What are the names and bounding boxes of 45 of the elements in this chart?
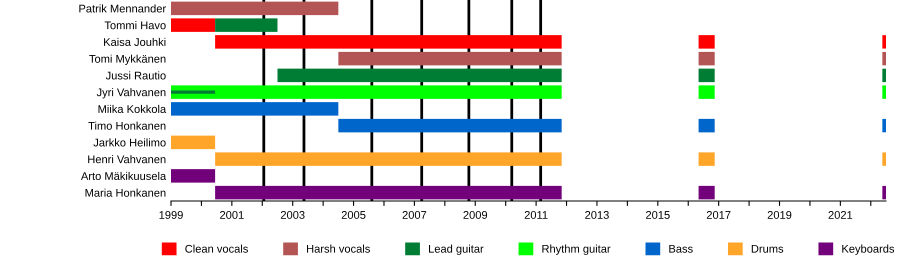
bar (215, 18, 278, 32)
bar (171, 136, 216, 150)
bar (171, 85, 562, 99)
bar (215, 186, 562, 200)
legend-label: Clean vocals (185, 244, 248, 253)
y-tick-label: Jussi Rautio (106, 71, 166, 80)
x-tick-label: 2011 (524, 211, 548, 219)
x-tick-label: 2007 (402, 211, 426, 219)
legend-label: Lead guitar (429, 244, 484, 255)
y-tick-label: Timo Honkanen (88, 122, 166, 130)
x-tick-label: 2017 (706, 211, 730, 219)
x-tick-label: 2009 (463, 211, 488, 219)
x-tick-label: 1999 (159, 211, 183, 219)
y-tick-label: Tomi Mykkänen (89, 54, 166, 65)
bar (171, 90, 216, 94)
bar (215, 152, 562, 166)
legend-label: Rhythm guitar (542, 244, 610, 255)
y-tick-label: Miika Kokkola (98, 104, 166, 114)
y-tick-label: Patrik Mennander (79, 4, 166, 13)
x-tick-label: 2003 (280, 211, 305, 219)
legend-label: Drums (752, 244, 784, 253)
bar (338, 52, 562, 66)
y-tick-label: Tommi Havo (104, 21, 166, 30)
bar (277, 68, 562, 82)
x-tick-label: 2021 (828, 211, 852, 219)
bar (171, 2, 338, 16)
x-tick-label: 2013 (585, 211, 609, 219)
bar (171, 102, 338, 116)
y-tick-label: Arto Mäkikuusela (80, 172, 166, 180)
legend-label: Harsh vocals (307, 244, 370, 253)
x-tick-label: 2019 (768, 211, 792, 219)
bar (171, 18, 216, 32)
legend-label: Keyboards (842, 244, 894, 255)
x-tick-label: 2015 (646, 211, 670, 219)
bar (171, 169, 216, 183)
y-tick-label: Jarkko Heilimo (93, 138, 166, 147)
y-tick-label: Kaisa Jouhki (104, 38, 166, 46)
y-tick-label: Henri Vahvanen (88, 155, 166, 164)
y-tick-label: Maria Honkanen (86, 188, 166, 197)
bar (338, 118, 562, 132)
x-tick-label: 2001 (220, 211, 244, 219)
bar (215, 35, 562, 49)
x-tick-label: 2005 (342, 211, 366, 219)
y-tick-label: Jyri Vahvanen (96, 88, 166, 98)
legend-label: Bass (669, 244, 693, 253)
